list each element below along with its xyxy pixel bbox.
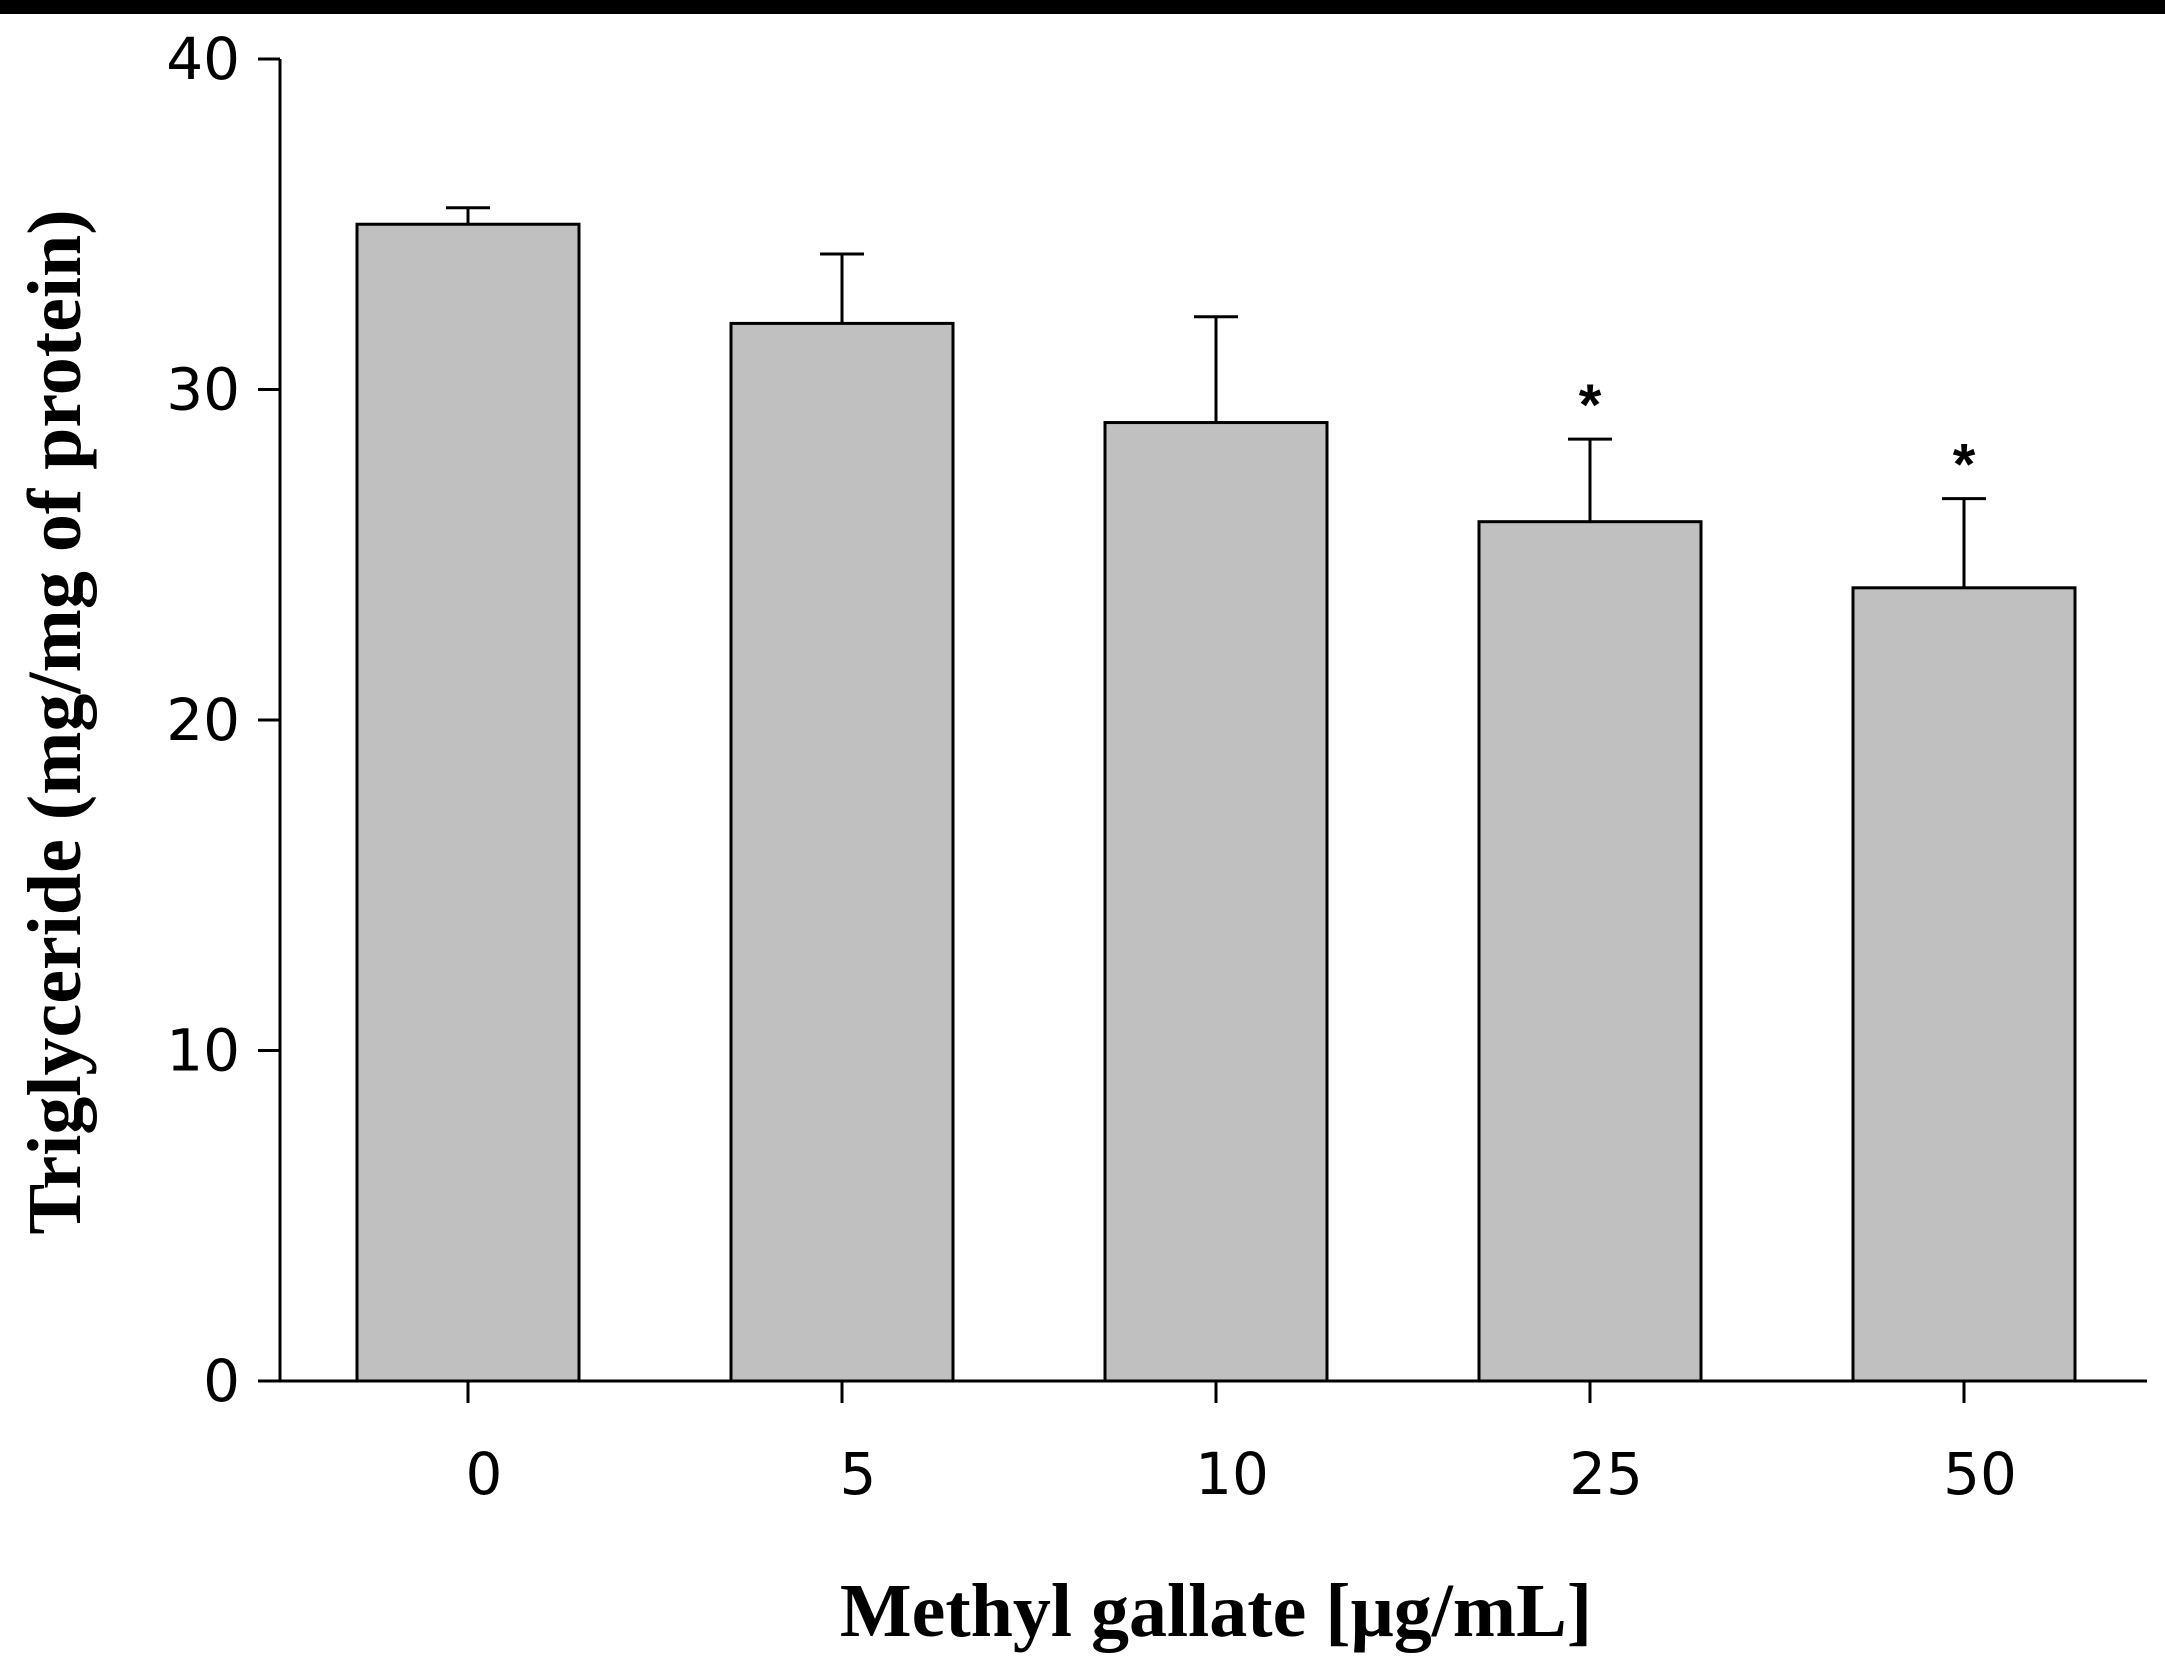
bar [1851,586,2077,1383]
x-tick-label: 10 [1195,1440,1269,1508]
y-axis: 0 10 20 30 40 [166,25,282,1415]
significance-marker: * [1579,373,1602,438]
y-tick-label: 20 [166,686,240,754]
significance-marker: * [1953,433,1976,498]
bar [729,321,955,1383]
x-tick-label: 5 [840,1440,877,1508]
top-border-band [0,0,2165,14]
x-axis-title: Methyl gallate [μg/mL] [840,1569,1592,1653]
y-tick-label: 40 [166,25,240,93]
x-axis: 0 5 10 25 50 [260,1379,2147,1508]
y-tick-label: 10 [166,1017,240,1085]
y-axis-title: Triglyceride (mg/mg of protein) [13,209,97,1234]
x-tick-label: 0 [466,1440,503,1508]
x-tick-label: 50 [1943,1440,2017,1508]
y-tick-label: 0 [203,1347,240,1415]
bars: ** [355,206,2077,1383]
y-tick-label: 30 [166,356,240,424]
bar [1103,421,1329,1383]
x-tick-label: 25 [1569,1440,1643,1508]
bar [1477,520,1703,1383]
bar [355,222,581,1383]
